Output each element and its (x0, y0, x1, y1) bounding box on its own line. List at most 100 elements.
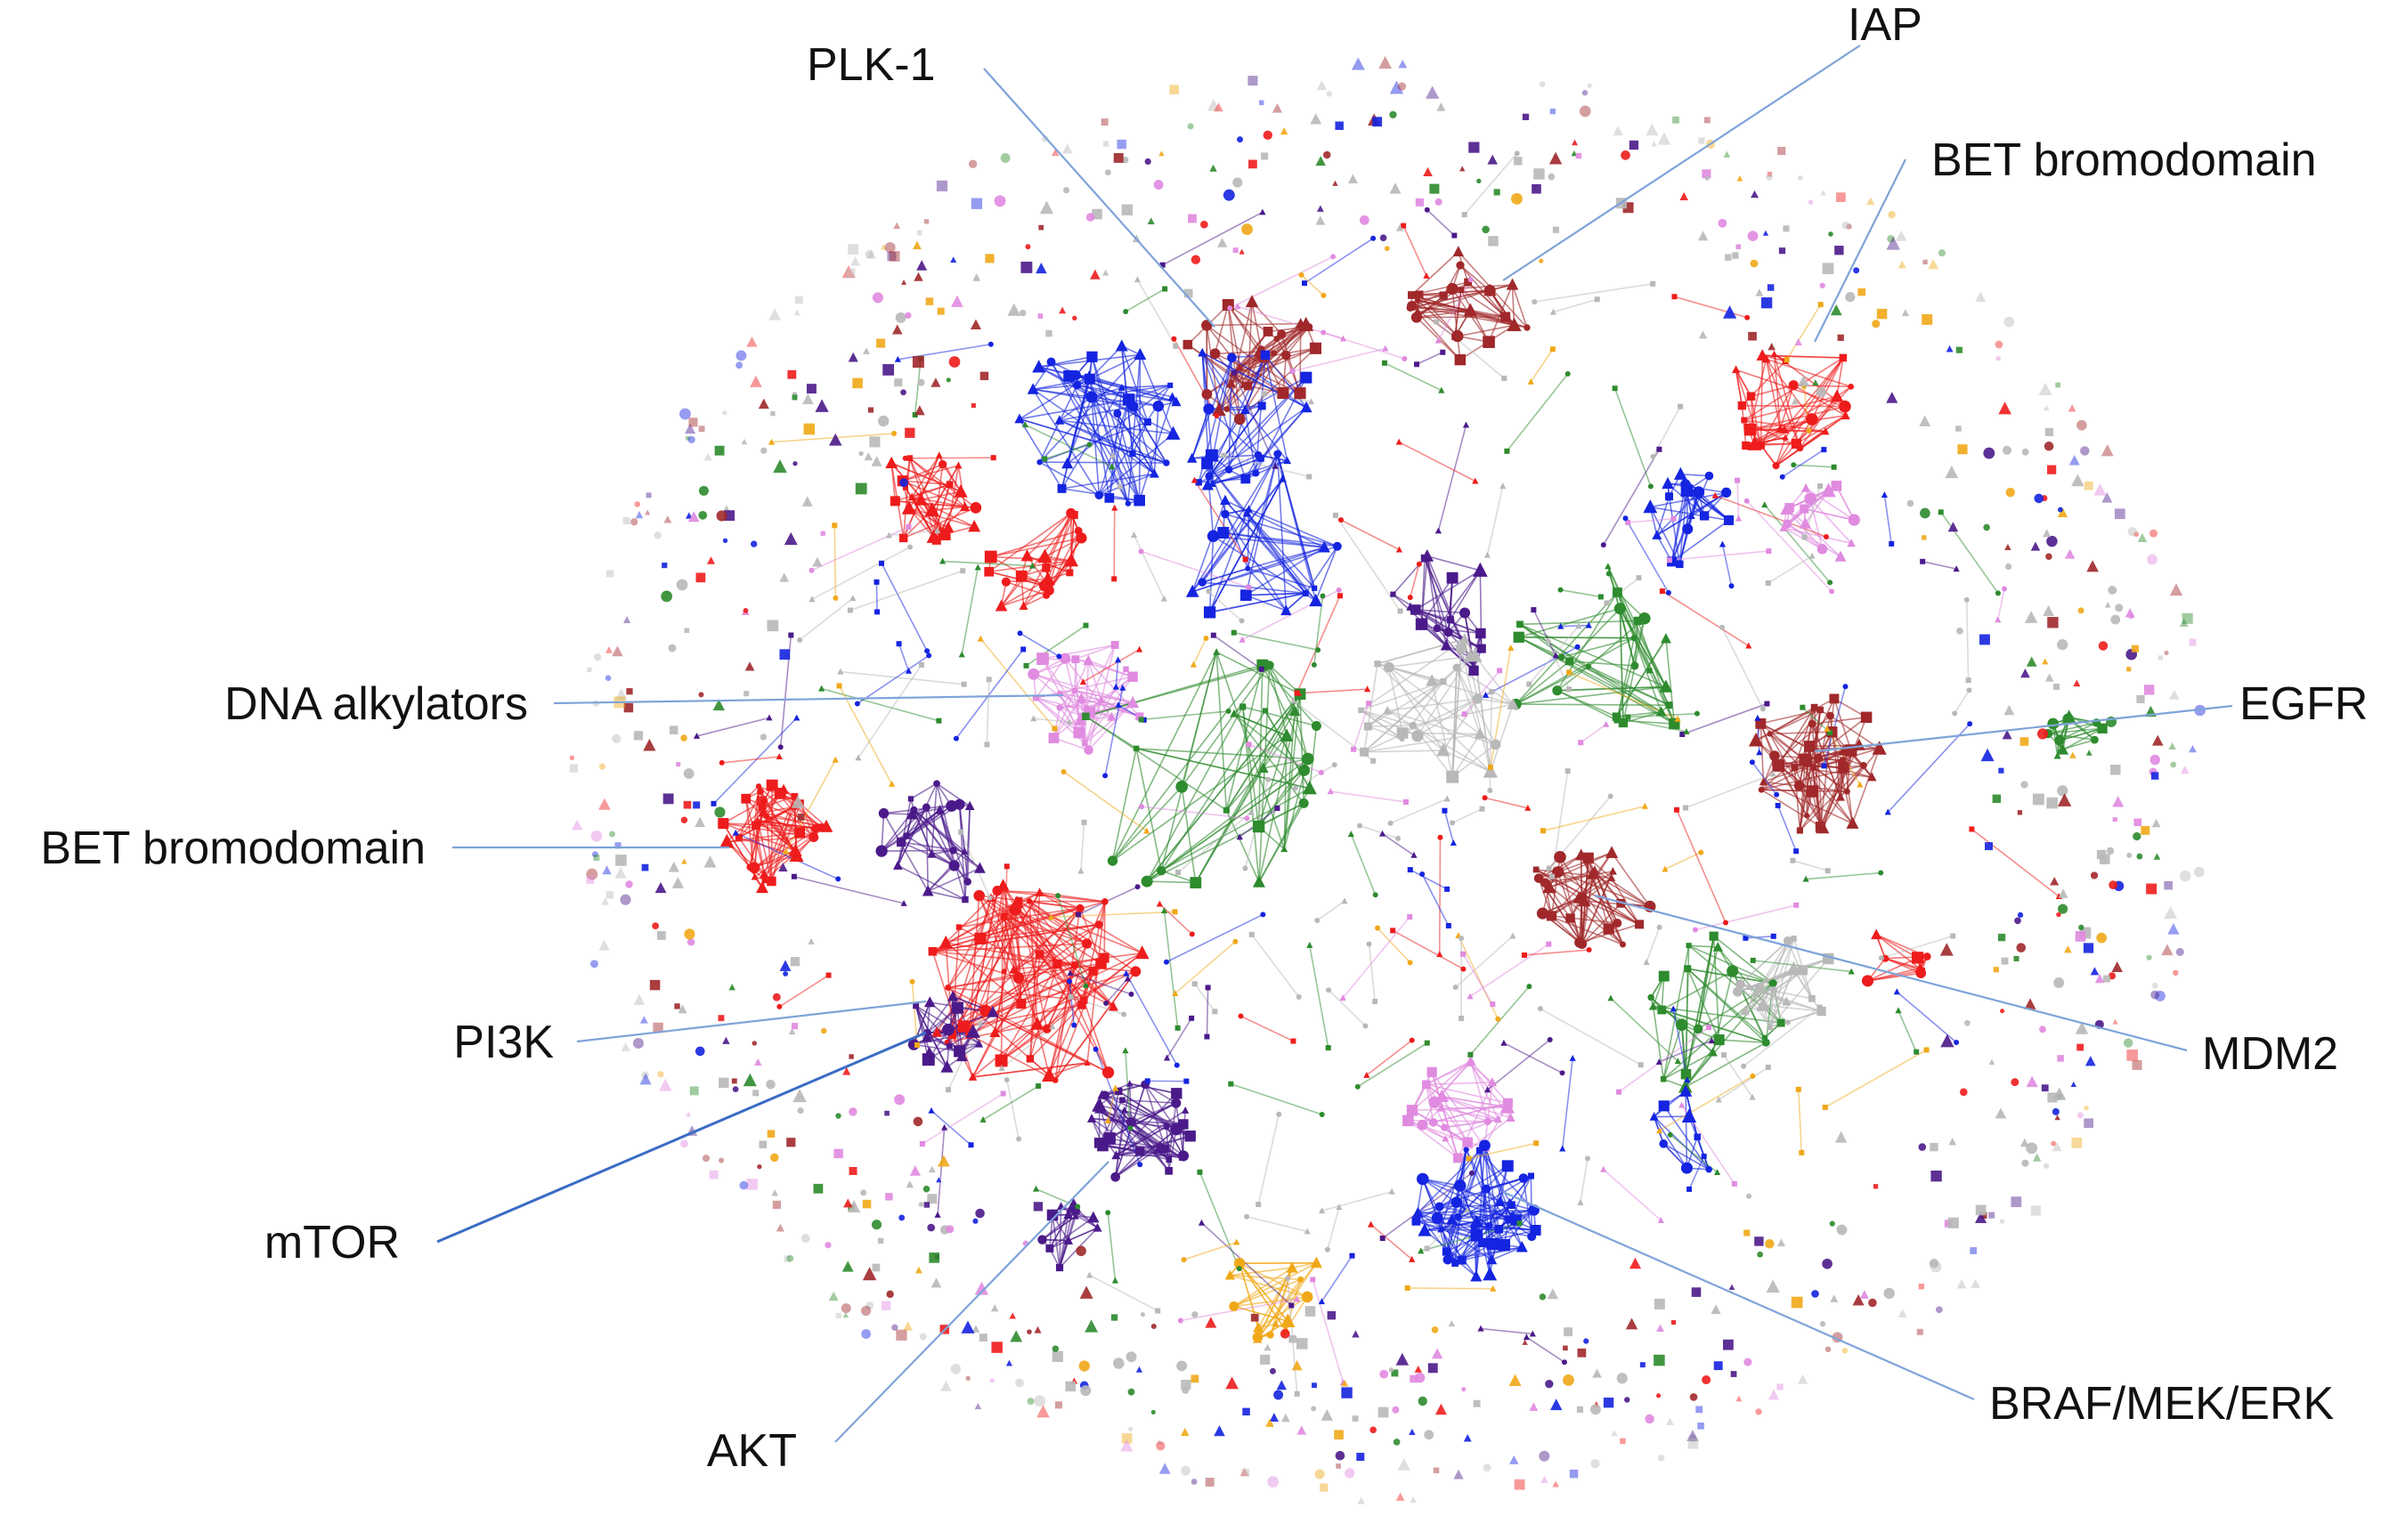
network-node (1036, 262, 1047, 274)
network-edge (1580, 724, 1607, 743)
network-node (2076, 1112, 2084, 1119)
network-node (2003, 704, 2015, 716)
network-edge (1605, 577, 1640, 604)
network-node (1552, 866, 1564, 879)
network-node (1672, 116, 1679, 124)
network-edge (1233, 1262, 1317, 1308)
network-node (1351, 746, 1357, 752)
network-node (1542, 879, 1556, 894)
network-node (837, 668, 844, 675)
network-edge (1138, 396, 1174, 501)
network-node (1713, 1361, 1723, 1371)
network-edge (1242, 706, 1317, 727)
network-node (1718, 218, 1727, 228)
network-edge (1083, 1000, 1109, 1074)
network-edge (1887, 723, 1971, 813)
network-node (1280, 604, 1292, 616)
network-edge (1516, 685, 1666, 705)
network-edge (799, 597, 854, 641)
network-node (633, 993, 646, 1005)
network-edge (1490, 647, 1512, 768)
network-edge (1069, 981, 1076, 1025)
network-node (1750, 259, 1759, 268)
network-node (1482, 691, 1490, 698)
network-node (1547, 1037, 1553, 1043)
network-node (1674, 806, 1680, 813)
network-node (1416, 561, 1422, 567)
network-node (1171, 396, 1182, 407)
network-edge (1111, 748, 1137, 862)
network-edge (838, 685, 893, 785)
network-node (950, 1364, 962, 1374)
network-edge (1388, 667, 1444, 751)
network-node (1412, 307, 1423, 318)
network-node (835, 1113, 841, 1119)
network-edge (1227, 304, 1245, 385)
network-node (1066, 718, 1073, 725)
network-node (1516, 620, 1524, 628)
network-node (1791, 438, 1801, 449)
network-node (1719, 624, 1726, 630)
network-edge (1046, 965, 1076, 1030)
network-node (1585, 663, 1592, 669)
network-node (1330, 254, 1337, 260)
network-edge (1417, 698, 1478, 737)
network-edge (1580, 1158, 1589, 1204)
network-edge (1262, 664, 1318, 727)
network-node (1201, 320, 1213, 331)
network-edge (1767, 555, 1813, 584)
network-node (784, 531, 798, 546)
network-node (914, 272, 923, 281)
network-node (1231, 629, 1237, 636)
network-node (649, 979, 661, 991)
network-node (1076, 693, 1087, 703)
network-edge (1224, 499, 1325, 548)
network-node (2002, 586, 2008, 592)
network-node (1682, 805, 1688, 811)
network-node (860, 1305, 872, 1317)
network-node (1872, 741, 1887, 755)
network-node (903, 1321, 914, 1331)
network-edge (1560, 588, 1601, 598)
network-node (1294, 690, 1300, 696)
network-node (788, 632, 794, 638)
network-node (1127, 401, 1139, 412)
network-node (2182, 612, 2193, 624)
network-node (1057, 483, 1067, 493)
network-node (1829, 1220, 1835, 1227)
network-node (1946, 344, 1954, 353)
network-node (898, 533, 908, 543)
network-node (1821, 763, 1827, 769)
network-node (1955, 426, 1962, 432)
network-node (1426, 674, 1439, 686)
network-node (2153, 853, 2161, 860)
network-edge (1368, 944, 1377, 1002)
network-node (924, 502, 940, 517)
network-edge (985, 964, 1076, 1012)
network-node (598, 763, 605, 770)
network-node (996, 879, 1010, 891)
network-node (1836, 192, 1846, 202)
network-node (825, 1242, 832, 1249)
network-node (1397, 1457, 1410, 1471)
network-node (1113, 409, 1122, 418)
network-edge (1069, 972, 1132, 995)
network-node (1345, 1468, 1355, 1479)
network-node (1274, 805, 1280, 811)
network-node (767, 620, 779, 632)
network-node (1410, 851, 1418, 858)
network-edge (1183, 1241, 1238, 1260)
network-node (679, 1139, 688, 1148)
network-node (2057, 793, 2072, 806)
network-node (639, 1073, 652, 1085)
network-edge (1412, 725, 1444, 751)
network-node (1028, 668, 1040, 680)
network-node (2057, 507, 2068, 518)
network-node (1564, 1327, 1572, 1337)
network-node (854, 701, 860, 707)
network-node (2133, 531, 2140, 538)
network-edge (1610, 997, 1678, 1062)
network-node (1101, 1066, 1115, 1079)
network-node (586, 875, 595, 884)
network-node (1790, 857, 1796, 863)
